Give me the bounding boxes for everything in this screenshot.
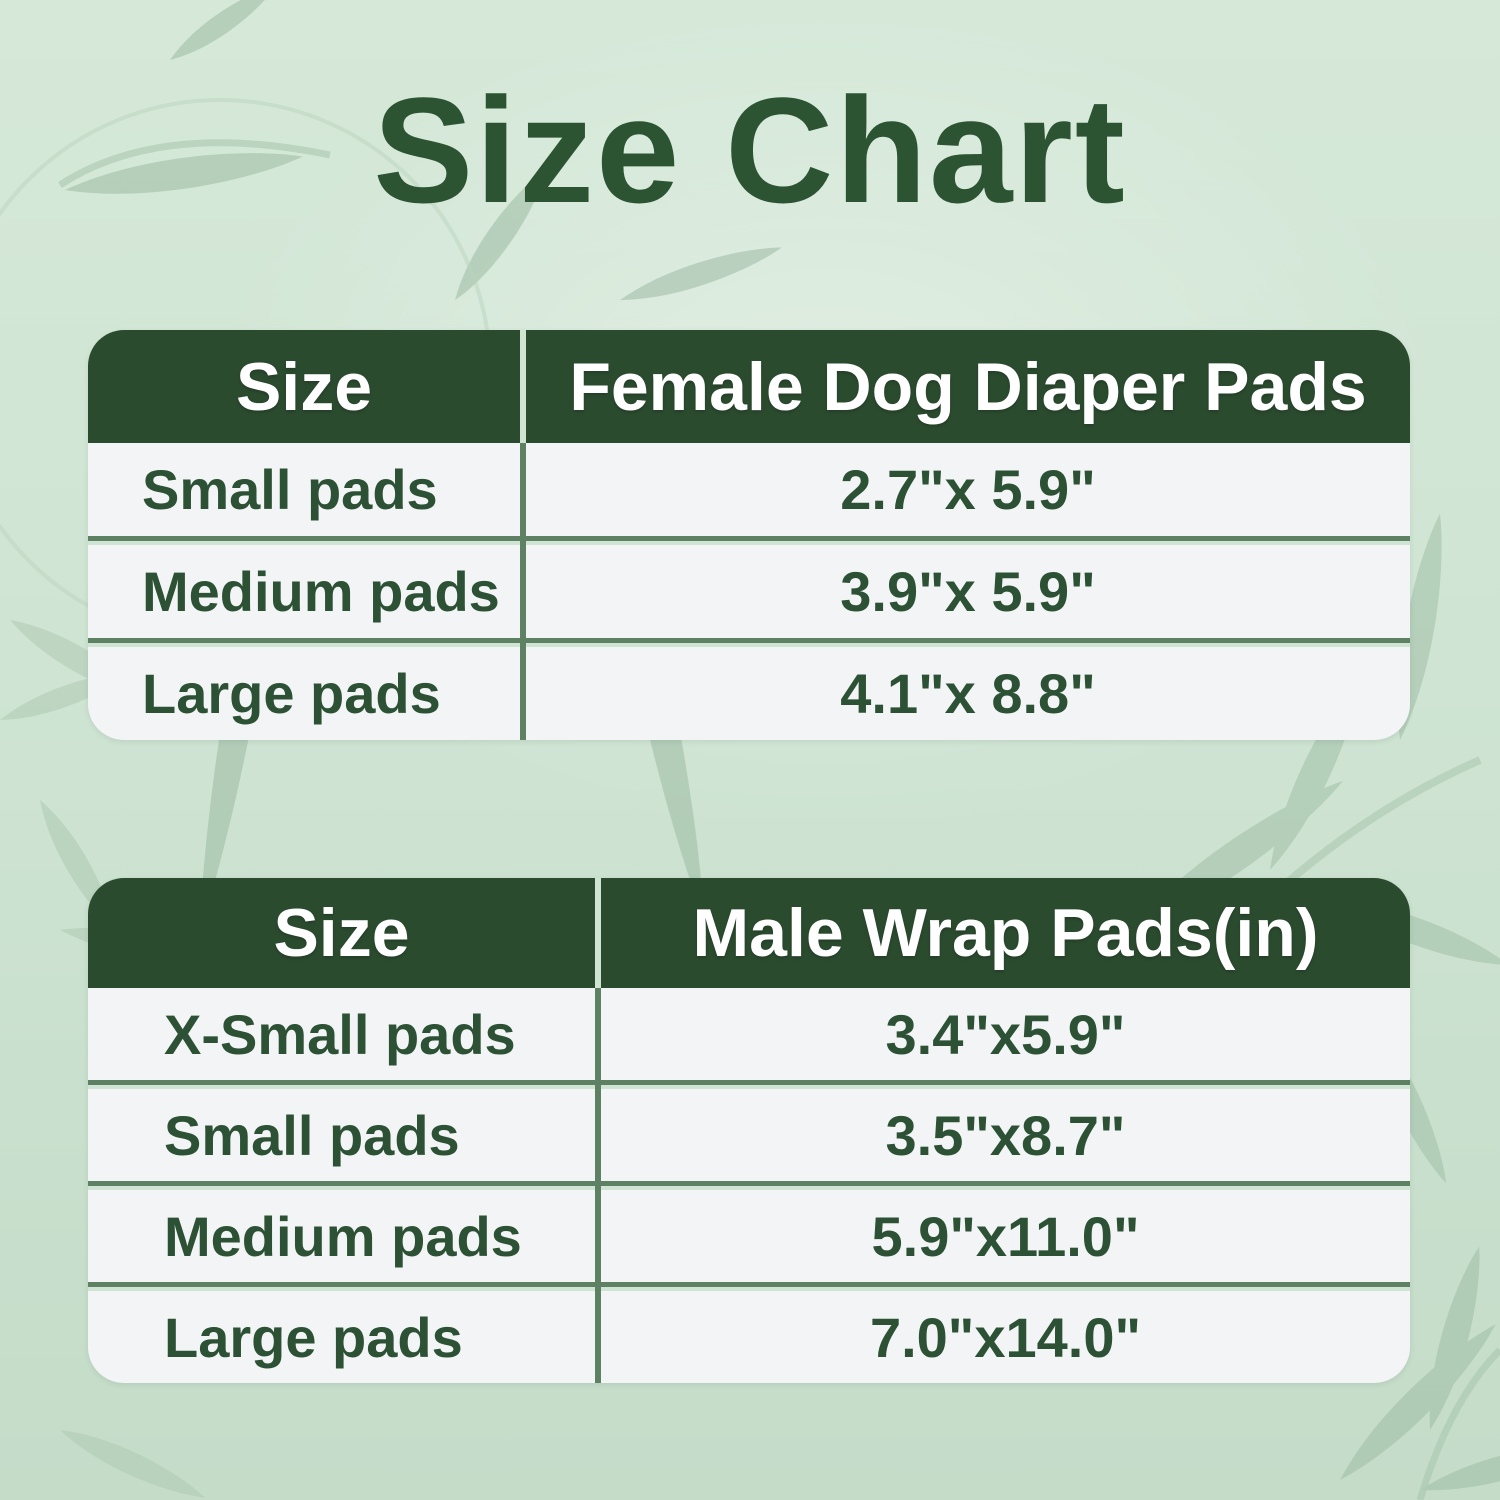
page-title: Size Chart [373, 66, 1127, 234]
cell-size-label: Medium pads [142, 560, 500, 623]
header-cell-size: Size [273, 895, 410, 971]
row-separator [88, 1282, 1410, 1291]
table-header-row: Size Male Wrap Pads(in) [88, 878, 1410, 988]
cell-dimensions: 2.7"x 5.9" [840, 458, 1096, 521]
table-row: Small pads 2.7"x 5.9" [88, 443, 1410, 536]
cell-size-label: Large pads [142, 662, 441, 725]
header-cell-product: Male Wrap Pads(in) [692, 895, 1319, 971]
cell-size-label: Medium pads [164, 1204, 522, 1268]
cell-size-label: Small pads [164, 1103, 460, 1167]
row-separator [88, 1080, 1410, 1089]
column-divider-header [595, 878, 601, 988]
female-pads-size-table: Size Female Dog Diaper Pads Small pads 2… [88, 330, 1410, 740]
cell-dimensions: 4.1"x 8.8" [840, 662, 1096, 725]
header-cell-size: Size [235, 348, 373, 425]
table-row: Large pads 4.1"x 8.8" [88, 647, 1410, 740]
table-header-row: Size Female Dog Diaper Pads [88, 330, 1410, 443]
cell-size-label: Large pads [164, 1305, 463, 1369]
cell-size-label: X-Small pads [164, 1002, 516, 1066]
male-pads-size-table: Size Male Wrap Pads(in) X-Small pads 3.4… [88, 878, 1410, 1383]
column-divider-body [520, 443, 526, 740]
cell-dimensions: 7.0"x14.0" [869, 1305, 1142, 1369]
row-separator [88, 536, 1410, 545]
cell-dimensions: 3.4"x5.9" [885, 1002, 1126, 1066]
table-row: X-Small pads 3.4"x5.9" [88, 988, 1410, 1080]
header-cell-product: Female Dog Diaper Pads [569, 348, 1367, 425]
table-row: Medium pads 3.9"x 5.9" [88, 545, 1410, 638]
column-divider-header [520, 330, 526, 443]
column-divider-body [595, 988, 601, 1383]
row-separator [88, 638, 1410, 647]
table-row: Small pads 3.5"x8.7" [88, 1089, 1410, 1181]
cell-size-label: Small pads [142, 458, 438, 521]
cell-dimensions: 3.5"x8.7" [885, 1103, 1126, 1167]
cell-dimensions: 3.9"x 5.9" [840, 560, 1096, 623]
cell-dimensions: 5.9"x11.0" [871, 1204, 1140, 1268]
table-row: Medium pads 5.9"x11.0" [88, 1190, 1410, 1282]
table-row: Large pads 7.0"x14.0" [88, 1291, 1410, 1383]
row-separator [88, 1181, 1410, 1190]
